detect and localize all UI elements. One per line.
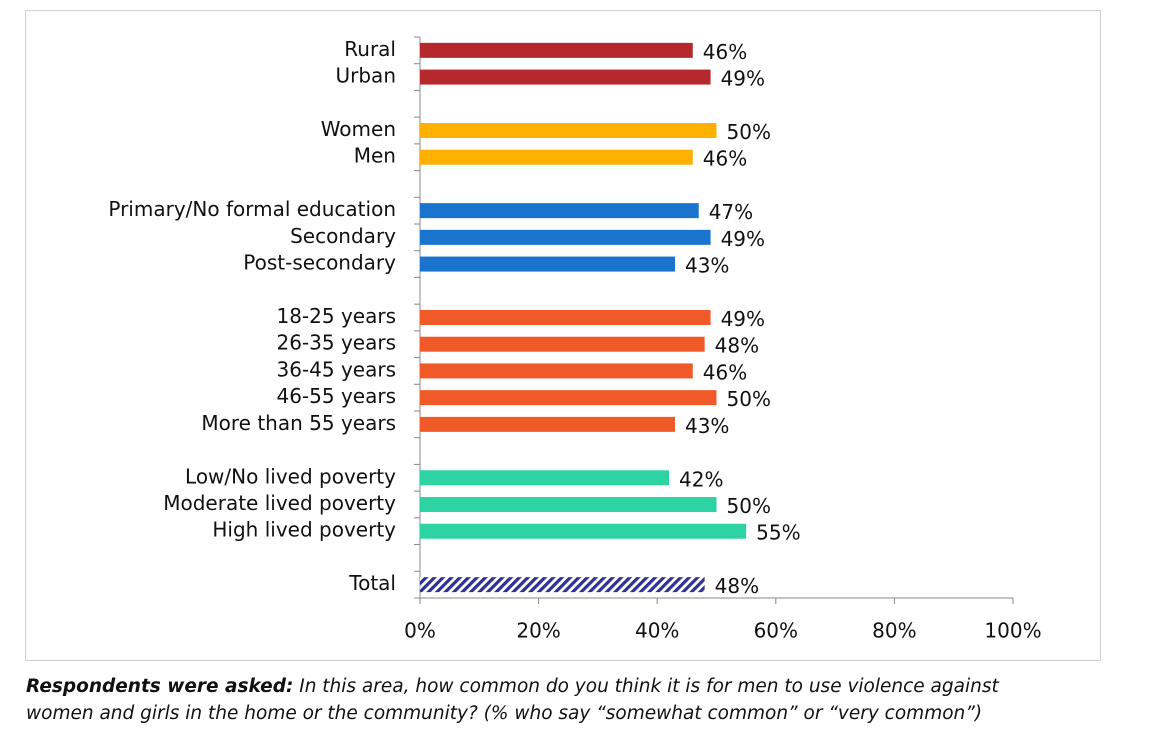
x-tick-label: 0% bbox=[404, 619, 436, 643]
value-label: 48% bbox=[715, 334, 759, 358]
y-tick-label: Secondary bbox=[290, 224, 396, 248]
x-tick-label: 40% bbox=[635, 619, 679, 643]
value-label: 55% bbox=[756, 521, 800, 545]
x-tick-label: 80% bbox=[872, 619, 916, 643]
bar bbox=[420, 42, 693, 58]
value-label: 43% bbox=[685, 414, 729, 438]
y-tick-label: Women bbox=[321, 117, 396, 141]
value-label: 42% bbox=[679, 467, 723, 491]
y-tick-label: High lived poverty bbox=[212, 518, 396, 542]
value-label: 43% bbox=[685, 254, 729, 278]
caption-line: Respondents were asked: In this area, ho… bbox=[26, 676, 999, 697]
bar bbox=[420, 69, 711, 85]
y-tick-label: More than 55 years bbox=[201, 411, 396, 435]
x-tick-label: 60% bbox=[754, 619, 798, 643]
value-label: 49% bbox=[721, 307, 765, 331]
value-label: 48% bbox=[715, 574, 759, 598]
bar bbox=[420, 229, 711, 245]
x-tick-label: 100% bbox=[984, 619, 1041, 643]
y-tick-label: Post-secondary bbox=[243, 251, 396, 275]
caption-text: In this area, how common do you think it… bbox=[299, 676, 999, 697]
y-tick-label: Total bbox=[348, 571, 396, 595]
value-label: 46% bbox=[703, 40, 747, 64]
value-label: 46% bbox=[703, 360, 747, 384]
value-label: 50% bbox=[727, 120, 771, 144]
value-label: 49% bbox=[721, 227, 765, 251]
bar bbox=[420, 470, 670, 486]
bar bbox=[420, 123, 717, 138]
bar bbox=[420, 336, 705, 352]
caption-text: women and girls in the home or the commu… bbox=[26, 703, 983, 724]
chart-frame bbox=[25, 10, 1101, 661]
bar bbox=[420, 523, 747, 539]
chart: 0% 20% 40% 60% 80% 100% Rural 46% Urban 49% Women 5… bbox=[25, 10, 1101, 661]
bar bbox=[420, 203, 699, 219]
bar bbox=[420, 416, 675, 432]
bar bbox=[420, 310, 711, 325]
y-tick-label: Men bbox=[354, 144, 396, 168]
y-tick-label: 46-55 years bbox=[276, 384, 396, 408]
y-tick-label: 36-45 years bbox=[276, 357, 396, 381]
bar bbox=[420, 390, 717, 406]
value-label: 50% bbox=[727, 387, 771, 411]
value-label: 47% bbox=[709, 200, 753, 224]
x-tick-label: 20% bbox=[516, 619, 560, 643]
y-tick-label: Moderate lived poverty bbox=[163, 491, 396, 515]
bar bbox=[420, 363, 693, 379]
y-tick-label: Low/No lived poverty bbox=[185, 464, 396, 488]
caption-lead: Respondents were asked: bbox=[26, 676, 294, 697]
bar bbox=[420, 577, 705, 593]
value-label: 46% bbox=[703, 147, 747, 171]
bar bbox=[420, 497, 717, 512]
value-label: 50% bbox=[727, 494, 771, 518]
bar bbox=[420, 256, 675, 272]
value-label: 49% bbox=[721, 67, 765, 91]
y-tick-label: 18-25 years bbox=[276, 304, 396, 328]
y-tick-label: Rural bbox=[344, 37, 396, 61]
y-tick-label: 26-35 years bbox=[276, 331, 396, 355]
y-tick-label: Urban bbox=[336, 64, 397, 88]
bar bbox=[420, 149, 693, 165]
y-tick-label: Primary/No formal education bbox=[108, 197, 396, 221]
